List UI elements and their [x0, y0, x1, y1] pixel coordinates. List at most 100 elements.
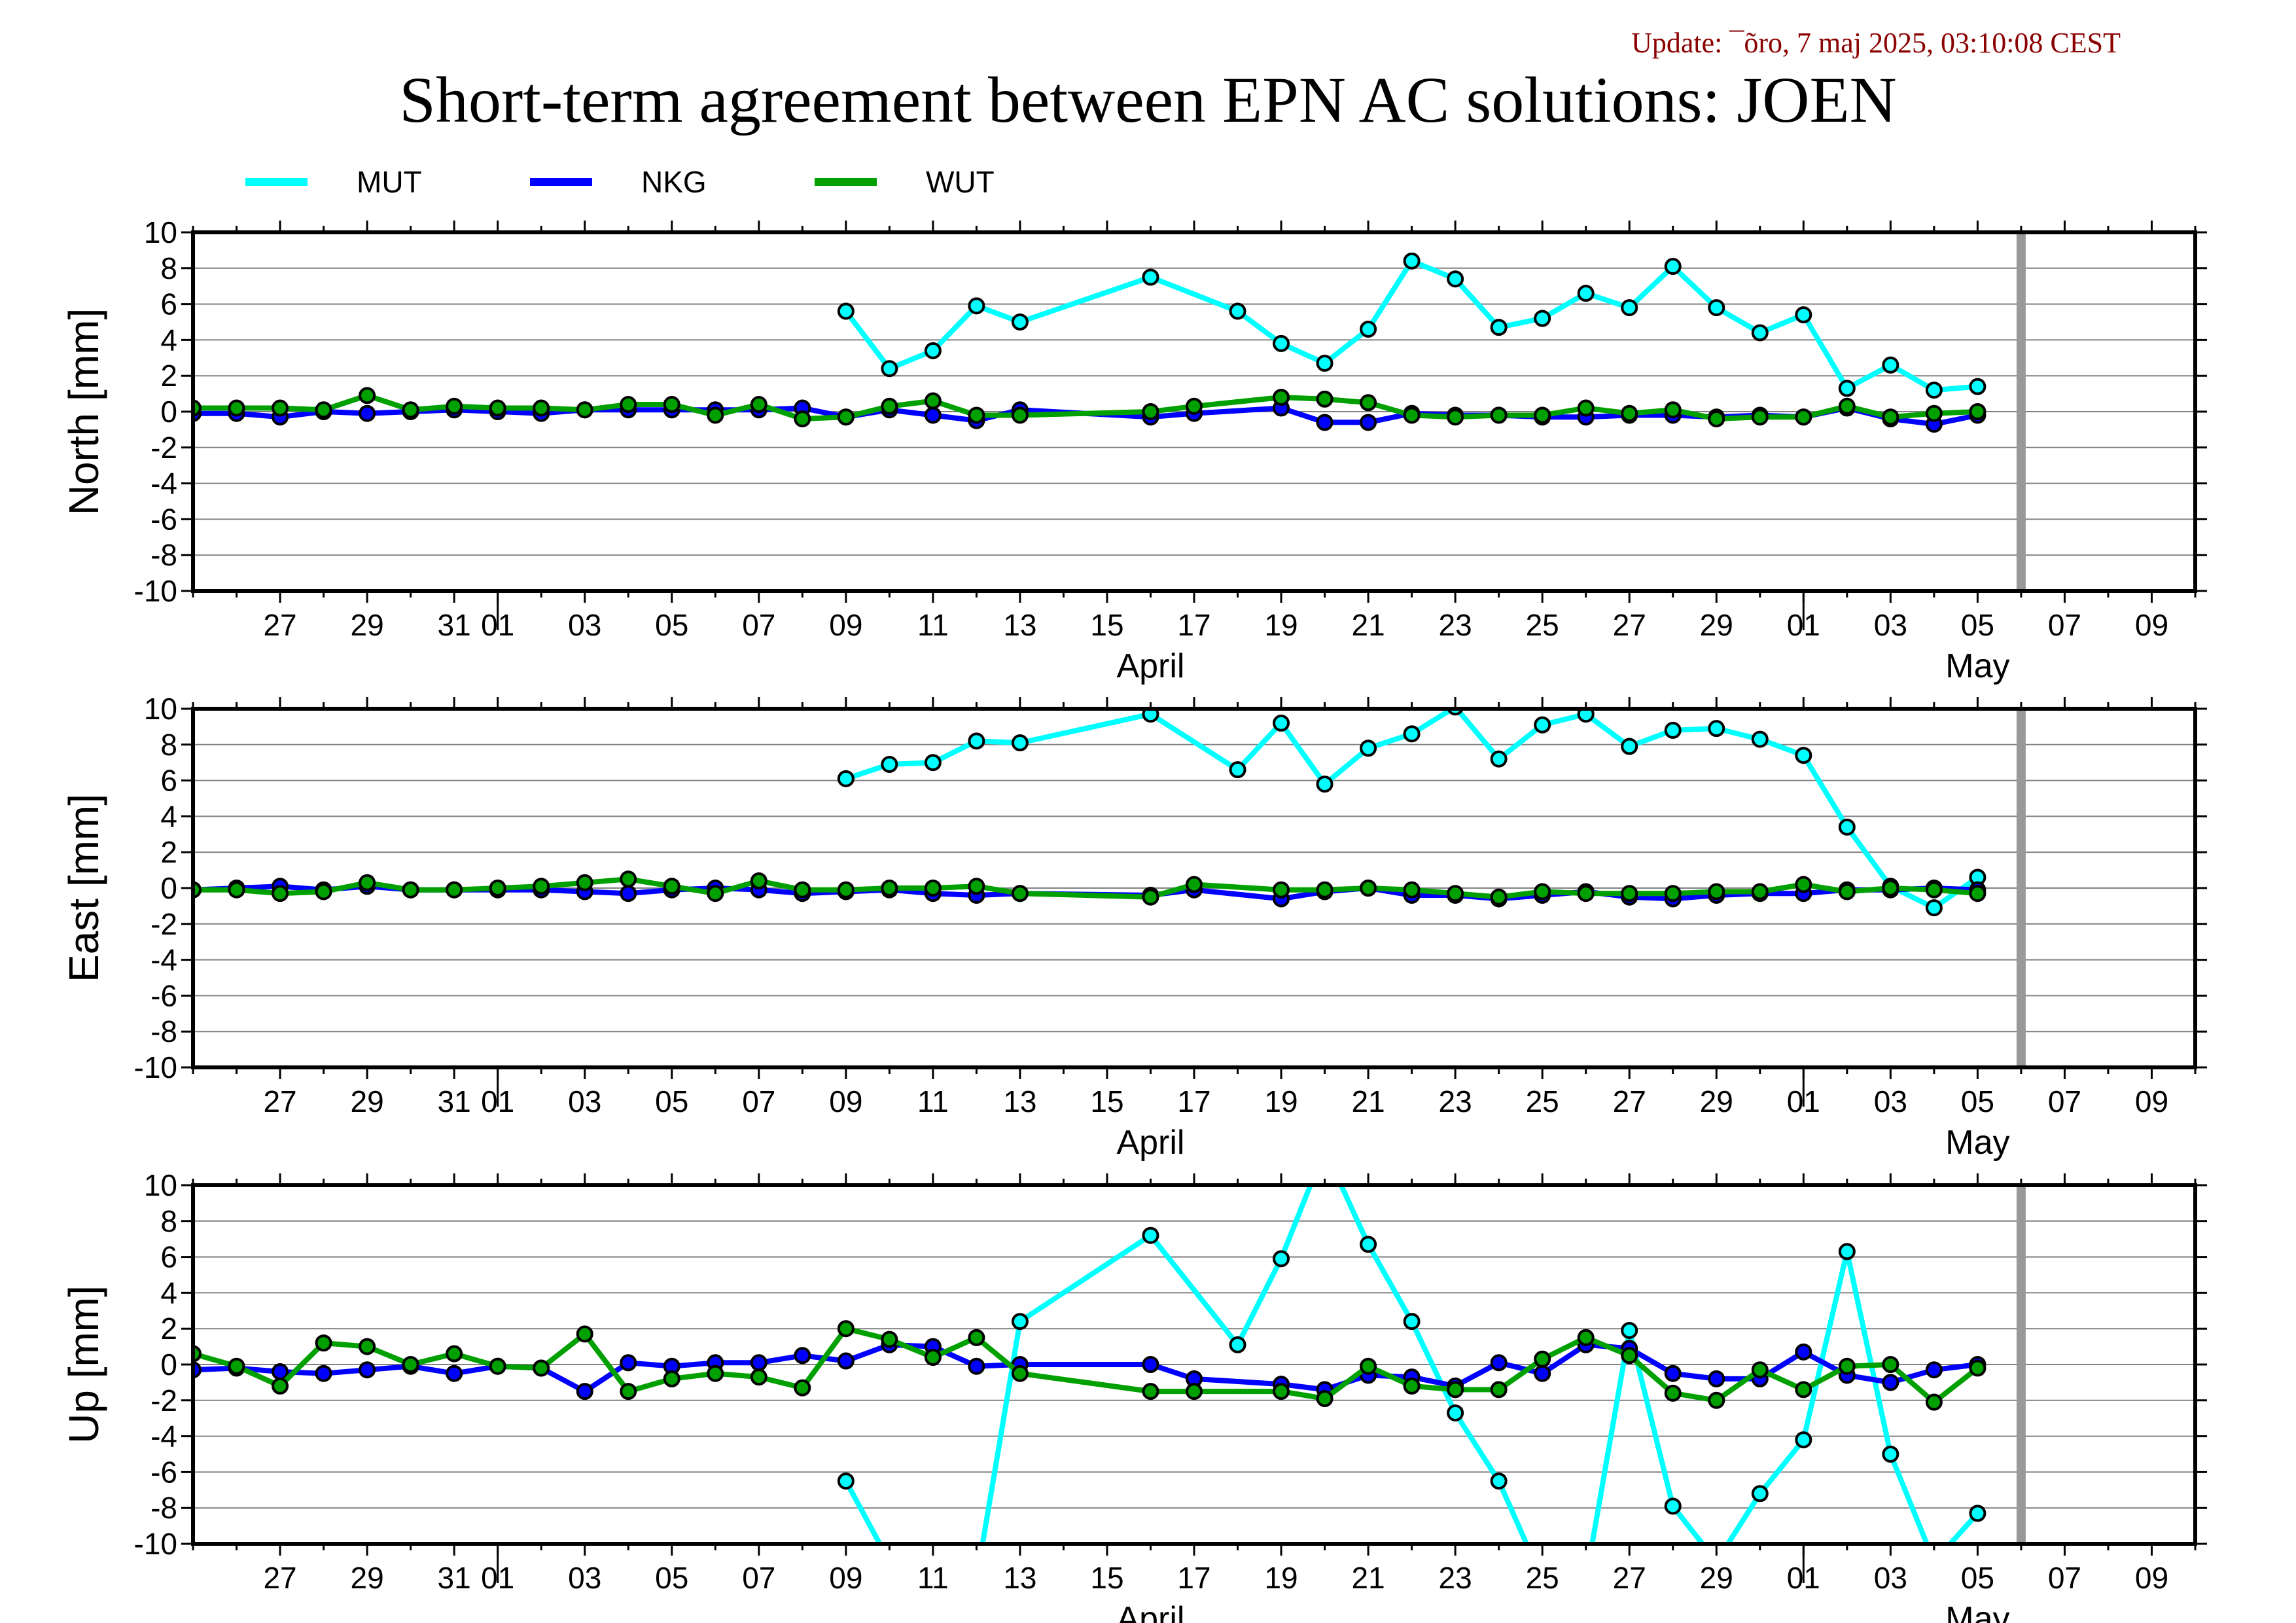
x-tick-label: 11: [917, 1084, 949, 1118]
data-point-wut: [663, 878, 680, 895]
y-tick-label: 6: [160, 764, 177, 798]
data-point-wut: [1186, 397, 1203, 415]
x-tick-label: 15: [1090, 1084, 1123, 1118]
x-tick-label: 07: [2048, 1561, 2081, 1595]
y-tick-label: -4: [150, 1419, 177, 1454]
y-tick-label: 0: [160, 395, 177, 429]
x-tick-label: 09: [2135, 1561, 2168, 1595]
data-point-wut: [1490, 406, 1508, 424]
data-point-mut: [1969, 1505, 1987, 1522]
data-point-mut: [1447, 1404, 1464, 1421]
data-point-wut: [489, 880, 506, 897]
data-point-wut: [272, 1377, 289, 1395]
data-point-mut: [1621, 299, 1638, 317]
data-point-mut: [881, 755, 898, 773]
y-tick-label: 8: [160, 1204, 177, 1238]
data-point-wut: [1447, 885, 1464, 902]
month-label: April: [1116, 1124, 1184, 1162]
data-point-nkg: [446, 1364, 463, 1382]
y-axis-label: North [mm]: [60, 308, 107, 515]
y-tick-label: 0: [160, 871, 177, 905]
update-timestamp: Update: ¯õro, 7 maj 2025, 03:10:08 CEST: [1631, 27, 2121, 59]
x-tick-label: 01: [481, 608, 514, 642]
data-point-wut: [837, 1320, 855, 1338]
data-point-wut: [1708, 1391, 1725, 1409]
y-tick-label: -2: [150, 1383, 177, 1418]
data-point-wut: [228, 399, 245, 417]
x-tick-label: 03: [568, 608, 601, 642]
data-point-wut: [489, 1357, 506, 1375]
data-point-wut: [881, 1330, 898, 1348]
data-point-wut: [359, 874, 376, 891]
data-point-wut: [837, 881, 855, 899]
data-point-wut: [924, 392, 942, 410]
x-tick-label: 07: [2048, 608, 2081, 642]
x-tick-label: 29: [351, 1084, 384, 1118]
data-point-wut: [1447, 1381, 1464, 1399]
y-tick-label: -6: [150, 502, 177, 536]
data-point-wut: [620, 396, 637, 414]
data-point-mut: [837, 770, 855, 787]
data-point-wut: [1795, 408, 1812, 426]
data-point-nkg: [576, 1383, 593, 1400]
x-tick-label: 03: [568, 1084, 601, 1118]
data-point-wut: [315, 1334, 332, 1352]
x-tick-label: 29: [1700, 608, 1733, 642]
data-point-mut: [1316, 355, 1333, 372]
data-point-wut: [1186, 876, 1203, 893]
data-point-mut: [1534, 310, 1551, 327]
x-tick-label: 29: [351, 1561, 384, 1595]
x-tick-label: 31: [438, 1561, 471, 1595]
y-tick-label: 4: [160, 323, 177, 357]
data-point-mut: [1490, 750, 1508, 768]
data-point-mut: [1795, 1431, 1812, 1449]
data-point-nkg: [315, 1364, 332, 1382]
x-tick-label: 27: [1613, 608, 1646, 642]
data-point-nkg: [1882, 1374, 1899, 1391]
x-tick-label: 05: [655, 1561, 688, 1595]
y-axis-label: Up [mm]: [60, 1285, 107, 1444]
x-tick-label: 03: [568, 1561, 601, 1595]
data-point-mut: [1229, 1336, 1246, 1353]
x-tick-label: 01: [1787, 608, 1820, 642]
data-point-wut: [707, 885, 724, 902]
x-tick-label: 25: [1526, 1561, 1559, 1595]
data-point-nkg: [1708, 1370, 1725, 1387]
data-point-wut: [315, 883, 332, 901]
data-point-wut: [1795, 876, 1812, 893]
data-point-nkg: [359, 1361, 376, 1379]
data-point-wut: [446, 397, 463, 415]
data-point-mut: [1273, 334, 1290, 352]
legend-item-nkg: NKG: [530, 165, 707, 199]
data-point-mut: [1882, 1446, 1899, 1463]
y-tick-label: 10: [144, 1168, 177, 1202]
data-point-wut: [1708, 883, 1725, 901]
data-point-wut: [1751, 883, 1769, 901]
x-tick-label: 01: [481, 1084, 514, 1118]
data-point-mut: [969, 1573, 983, 1587]
y-tick-label: 2: [160, 1311, 177, 1346]
x-tick-label: 23: [1439, 608, 1472, 642]
x-tick-label: 27: [263, 1084, 296, 1118]
data-point-wut: [1316, 881, 1333, 899]
series-wut: [193, 870, 1987, 906]
x-tick-label: 01: [1787, 1561, 1820, 1595]
data-point-wut: [1011, 406, 1029, 424]
data-point-wut: [1925, 404, 1943, 422]
y-tick-label: 2: [160, 359, 177, 393]
data-point-mut: [1751, 324, 1769, 342]
data-point-mut: [1751, 1485, 1769, 1503]
x-tick-label: 15: [1090, 1561, 1123, 1595]
data-point-wut: [1273, 1383, 1290, 1400]
data-point-nkg: [1490, 1354, 1508, 1372]
month-label: May: [1945, 647, 2009, 685]
data-point-mut: [1577, 709, 1595, 723]
data-point-wut: [272, 399, 289, 417]
data-point-nkg: [1925, 1361, 1943, 1379]
data-point-mut: [1664, 258, 1682, 276]
data-point-wut: [1316, 1390, 1333, 1408]
data-point-mut: [1621, 738, 1638, 755]
